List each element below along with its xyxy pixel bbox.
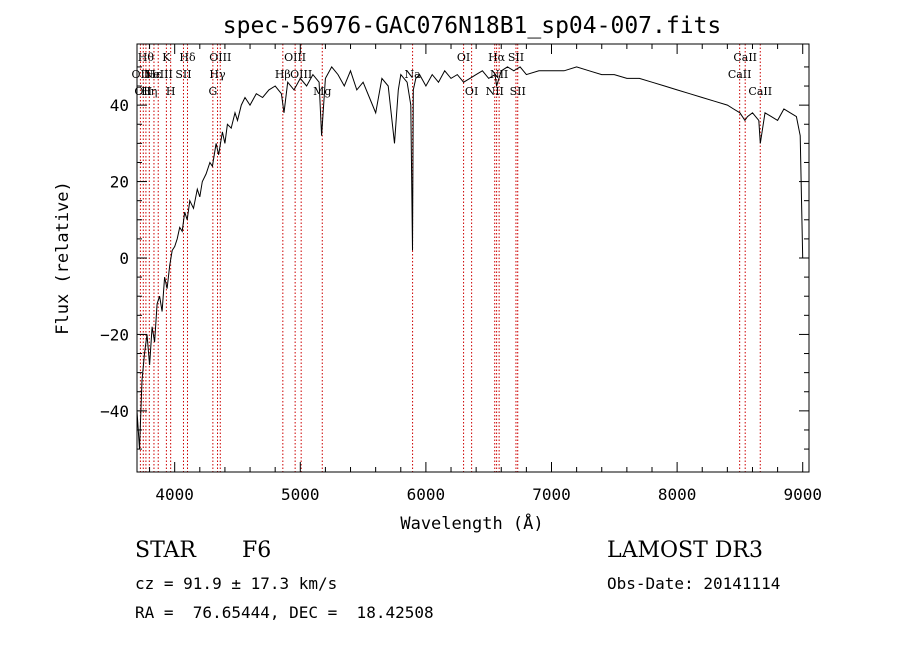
line-marker-label: Hη bbox=[141, 85, 157, 98]
y-tick-label: 40 bbox=[110, 96, 129, 115]
x-axis-ticks: 4000 5000 6000 7000 8000 9000 bbox=[149, 44, 822, 504]
x-tick-label: 4000 bbox=[155, 485, 194, 504]
line-marker-label: CaII bbox=[748, 85, 772, 98]
line-markers bbox=[139, 44, 761, 472]
redshift-velocity: cz = 91.9 ± 17.3 km/s bbox=[135, 574, 338, 593]
y-tick-label: −20 bbox=[100, 325, 129, 344]
line-marker-label: CaII bbox=[728, 68, 752, 81]
line-marker-label: OI bbox=[457, 51, 470, 64]
x-tick-label: 8000 bbox=[658, 485, 697, 504]
line-marker-label: NII bbox=[486, 85, 504, 98]
line-marker-label: SII bbox=[175, 68, 191, 81]
line-marker-label: NeIII bbox=[144, 68, 173, 81]
line-marker-label: Mg bbox=[313, 85, 331, 98]
y-axis-label: Flux (relative) bbox=[53, 181, 73, 335]
line-marker-label: Hγ bbox=[209, 68, 226, 81]
line-marker-label: SII bbox=[510, 85, 526, 98]
line-marker-label: OIII bbox=[209, 51, 231, 64]
line-marker-label: OIII bbox=[290, 68, 312, 81]
line-marker-label: OII bbox=[132, 68, 150, 81]
x-tick-label: 6000 bbox=[407, 485, 446, 504]
y-axis-ticks: −40 −20 0 20 40 bbox=[100, 66, 809, 450]
object-class: STAR bbox=[135, 538, 196, 563]
line-marker-label: NII bbox=[490, 68, 508, 81]
x-tick-label: 9000 bbox=[783, 485, 822, 504]
subclass: F6 bbox=[242, 538, 272, 563]
line-marker-labels: OIIOIIHθHηHεNeIIIKHSIIHδGHγOIIIHβOIIIOII… bbox=[132, 51, 773, 98]
line-marker-label: Hδ bbox=[179, 51, 196, 64]
line-marker-label: H bbox=[166, 85, 176, 98]
line-marker-label: OIII bbox=[284, 51, 306, 64]
spectrum-line bbox=[136, 66, 804, 450]
chart-title: spec-56976-GAC076N18B1_sp04-007.fits bbox=[223, 13, 722, 39]
line-marker-label: SII bbox=[508, 51, 524, 64]
x-axis-label: Wavelength (Å) bbox=[400, 512, 543, 534]
line-marker-label: Hε bbox=[146, 68, 162, 81]
y-tick-label: 0 bbox=[119, 249, 129, 268]
line-marker-label: OII bbox=[134, 85, 152, 98]
survey-name: LAMOST DR3 bbox=[607, 538, 763, 563]
line-marker-label: K bbox=[162, 51, 171, 64]
coordinates: RA = 76.65444, DEC = 18.42508 bbox=[135, 603, 434, 622]
y-tick-label: 20 bbox=[110, 173, 129, 192]
line-marker-label: Hβ bbox=[275, 68, 291, 81]
y-tick-label: −40 bbox=[100, 402, 129, 421]
line-marker-label: G bbox=[208, 85, 217, 98]
line-marker-label: CaII bbox=[733, 51, 757, 64]
x-tick-label: 5000 bbox=[281, 485, 320, 504]
plot-frame bbox=[136, 43, 810, 473]
line-marker-label: Na bbox=[404, 68, 421, 81]
line-marker-label: OI bbox=[465, 85, 478, 98]
line-marker-label: Hα bbox=[488, 51, 506, 64]
line-marker-label: Hθ bbox=[138, 51, 155, 64]
observation-date: Obs-Date: 20141114 bbox=[607, 574, 781, 593]
x-tick-label: 7000 bbox=[532, 485, 571, 504]
